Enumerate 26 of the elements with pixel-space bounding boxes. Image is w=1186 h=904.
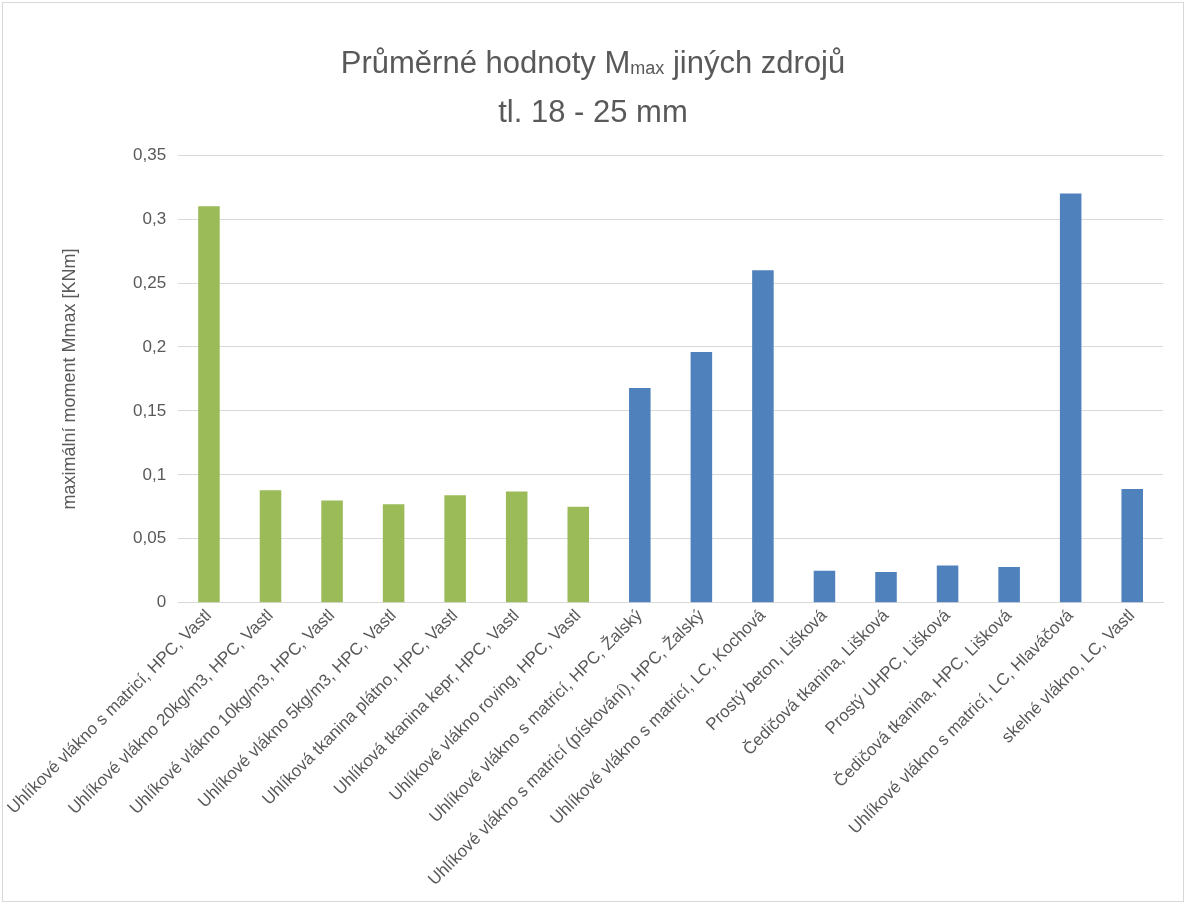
bar — [444, 495, 466, 603]
bar — [752, 270, 774, 603]
bar — [875, 572, 897, 603]
y-axis-title: maximální moment Mmax [KNm] — [59, 248, 80, 510]
bar — [690, 352, 713, 603]
chart-subtitle: tl. 18 - 25 mm — [497, 93, 689, 131]
bar — [1121, 488, 1143, 603]
bar — [629, 387, 651, 603]
y-tick-label: 0,25 — [133, 272, 167, 292]
y-tick-label: 0,15 — [133, 400, 167, 420]
y-tick-label: 0,1 — [142, 464, 167, 484]
y-tick-label: 0 — [156, 592, 167, 612]
bar — [198, 206, 220, 603]
y-tick-label: 0,2 — [142, 336, 167, 356]
bar — [936, 565, 959, 603]
bar — [382, 504, 405, 603]
bar — [505, 491, 528, 603]
bar — [259, 490, 282, 603]
y-tick-label: 0,05 — [133, 528, 167, 548]
y-tick-label: 0,3 — [142, 208, 167, 228]
bar — [1059, 193, 1082, 603]
bar — [321, 500, 343, 603]
y-tick-label: 0,35 — [133, 144, 167, 164]
bar — [813, 570, 836, 603]
bar — [567, 506, 590, 603]
bar — [998, 566, 1020, 603]
